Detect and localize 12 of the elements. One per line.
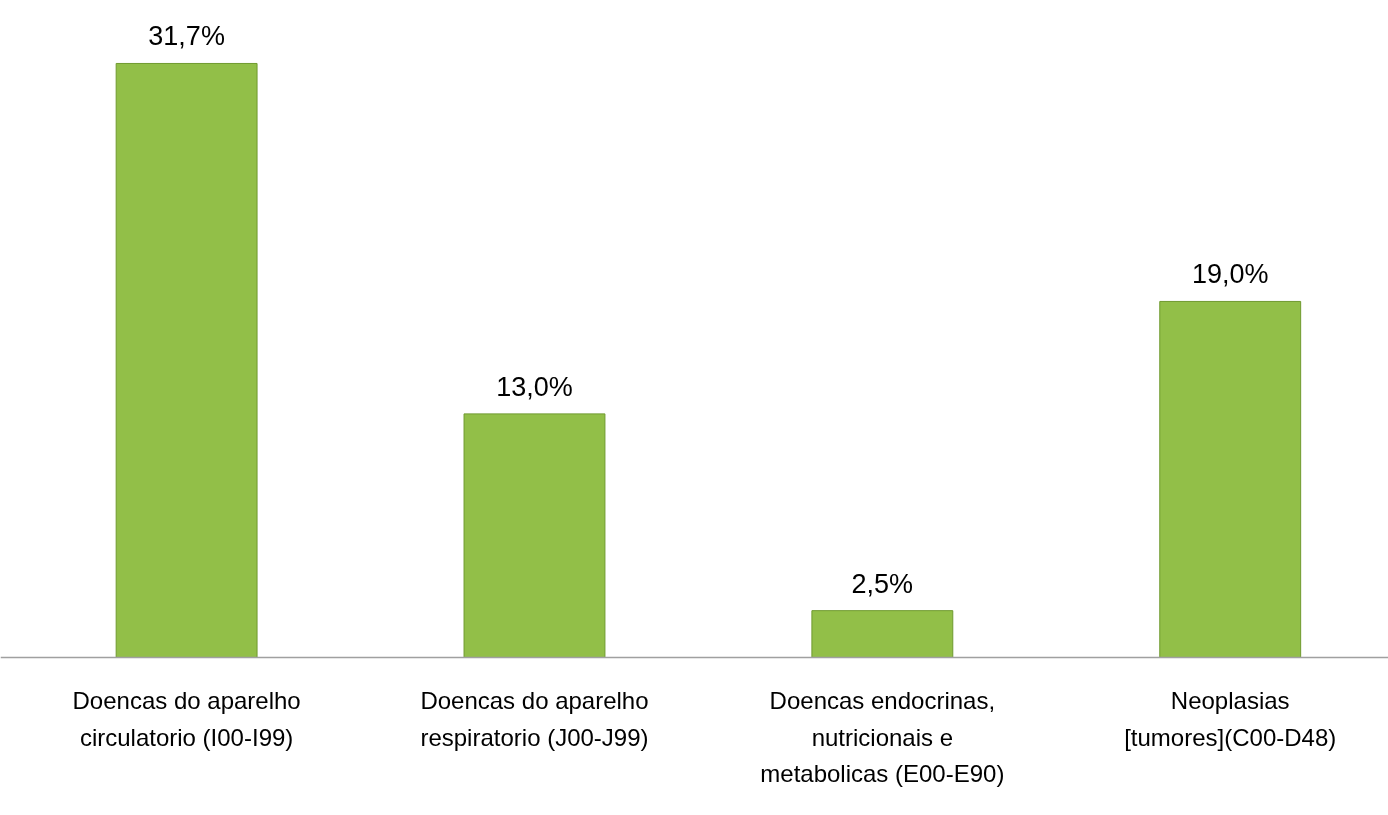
- data-label: 31,7%: [148, 21, 225, 52]
- x-tick-label: Neoplasias [tumores](C00-D48): [1124, 687, 1337, 751]
- bar: [115, 62, 258, 658]
- data-label: 19,0%: [1191, 259, 1269, 290]
- x-tick-label: Doencas do aparelho respiratorio (J00-J99): [420, 687, 649, 751]
- data-label: 13,0%: [496, 371, 573, 402]
- bar: [811, 610, 954, 658]
- x-tick-label: Doencas do aparelho circulatorio (I00-I99): [72, 687, 301, 751]
- x-tick-label: Doencas endocrinas, nutricionais e metabolicas (E00-E90): [760, 687, 1005, 788]
- bar: [463, 413, 606, 658]
- data-label: 2,5%: [851, 568, 914, 599]
- bar: [1159, 300, 1302, 658]
